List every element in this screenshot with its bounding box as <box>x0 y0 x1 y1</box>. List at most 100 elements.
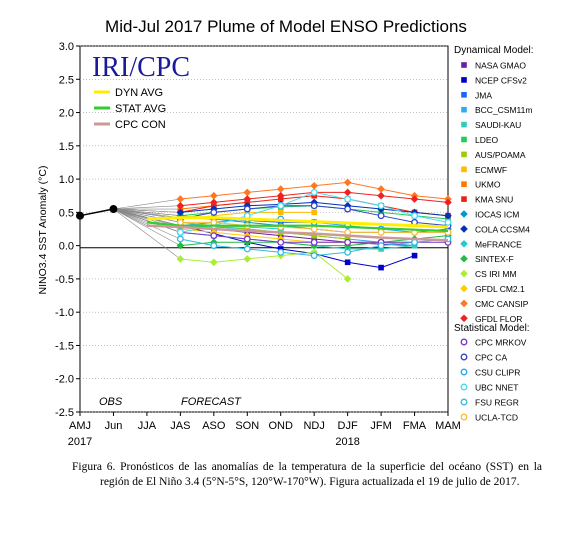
chart-title: Mid-Jul 2017 Plume of Model ENSO Predict… <box>105 17 467 36</box>
legend-marker <box>460 314 468 323</box>
plume-line <box>113 208 181 246</box>
model-legend-label: CPC MRKOV <box>475 338 527 348</box>
data-point <box>277 248 285 256</box>
model-legend-label: SAUDI-KAU <box>475 120 521 130</box>
x-tick-label: ASO <box>202 420 226 432</box>
x-tick-label: Jun <box>105 420 123 432</box>
x-tick-label: FMA <box>403 420 427 432</box>
legend-marker <box>461 121 467 128</box>
plume-line <box>113 208 181 213</box>
data-point <box>411 238 418 246</box>
data-point <box>343 275 352 283</box>
data-point <box>410 195 419 203</box>
x-tick-label: SON <box>235 420 259 432</box>
legend-marker <box>460 240 468 248</box>
y-tick-label: -2.0 <box>55 374 74 386</box>
y-tick-label: 2.5 <box>59 74 74 86</box>
data-point <box>444 211 452 220</box>
y-tick-label: -1.0 <box>55 307 74 319</box>
plume-line <box>113 208 181 260</box>
plume-line <box>113 208 148 226</box>
legend-label: DYN AVG <box>115 87 163 99</box>
data-point <box>411 252 418 259</box>
data-point <box>243 188 252 197</box>
data-point <box>377 191 385 200</box>
model-legend-label: CMC CANSIP <box>475 299 529 309</box>
data-point <box>276 191 285 200</box>
data-point <box>243 245 251 253</box>
data-point <box>311 209 317 216</box>
iri-cpc-logo: IRI/CPC <box>92 52 190 83</box>
data-point <box>243 235 251 243</box>
y-tick-label: -0.5 <box>55 274 74 286</box>
x-tick-label: MAM <box>435 420 461 432</box>
x-tick-label: AMJ <box>69 420 91 432</box>
legend-marker <box>460 254 468 263</box>
legend-marker <box>460 210 468 218</box>
model-legend-label: AUS/POAMA <box>475 150 526 160</box>
figure-caption: Figura 6. Pronósticos de las anomalías d… <box>72 460 542 490</box>
data-point <box>377 228 385 236</box>
x-tick-label: NDJ <box>303 420 324 432</box>
legend-marker <box>461 136 467 143</box>
obs-point <box>109 205 118 214</box>
series-line <box>180 225 415 269</box>
figure-caption-text: Figura 6. Pronósticos de las anomalías d… <box>72 461 542 488</box>
data-point <box>377 212 385 220</box>
data-point <box>344 259 351 266</box>
data-point <box>311 232 317 239</box>
data-point <box>377 185 385 193</box>
y-axis-ticks: 3.0 2.5 2.0 1.5 1.0 0.5 0.0 -0.5 -1.0 -1.5 -2.0 -2.… <box>55 41 80 419</box>
data-point <box>277 209 284 216</box>
legend-marker <box>461 166 467 173</box>
series-ubc-nnet <box>176 188 452 236</box>
model-legend-label: NCEP CFSv2 <box>475 75 527 85</box>
data-point <box>310 181 318 190</box>
observed-series <box>76 205 118 220</box>
data-point <box>243 255 252 263</box>
obs-line <box>79 208 114 217</box>
obs-point <box>76 211 84 220</box>
plume-line <box>113 208 181 226</box>
data-point <box>210 258 218 267</box>
data-point <box>344 195 352 203</box>
data-point <box>176 195 185 203</box>
y-tick-label: 2.0 <box>59 108 74 120</box>
y-tick-label: -1.5 <box>55 340 74 352</box>
model-legend-label: UBC NNET <box>475 383 518 393</box>
y-axis-label: NINO3.4 SST Anomaly (°C) <box>37 166 49 295</box>
data-point <box>176 208 185 217</box>
series-cs-iri-mm <box>176 248 352 283</box>
legend-marker <box>461 196 467 202</box>
model-legend-label: UCLA-TCD <box>475 413 518 423</box>
legend-marker <box>460 383 468 391</box>
data-point <box>343 188 352 197</box>
data-point <box>344 248 352 256</box>
model-legend-label: CPC CA <box>475 353 507 363</box>
x-tick-label: JAS <box>170 420 190 432</box>
data-point <box>243 195 252 203</box>
legend-marker <box>461 151 467 158</box>
series-dyn-avg <box>146 216 449 229</box>
series-line <box>146 224 449 242</box>
y-tick-label: 0.5 <box>59 207 74 219</box>
year-label: 2018 <box>335 436 359 448</box>
x-tick-label: OND <box>269 420 294 432</box>
plume-line <box>113 208 181 223</box>
legend-marker <box>461 106 467 113</box>
plume-line <box>113 198 181 210</box>
statistical-model-header: Statistical Model: <box>454 323 530 334</box>
legend-label: CPC CON <box>115 119 166 131</box>
model-legend-label: UKMO <box>475 180 501 190</box>
data-point <box>310 225 318 233</box>
legend-marker <box>461 181 467 187</box>
model-legend-label: NASA GMAO <box>475 61 526 71</box>
legend-marker <box>460 413 468 421</box>
legend-marker <box>461 62 467 68</box>
legend-marker <box>460 225 468 233</box>
data-point <box>276 185 285 193</box>
legend-marker <box>460 398 468 406</box>
data-point <box>411 212 418 220</box>
data-point <box>310 238 318 246</box>
model-legend-label: MeFRANCE <box>475 239 522 249</box>
